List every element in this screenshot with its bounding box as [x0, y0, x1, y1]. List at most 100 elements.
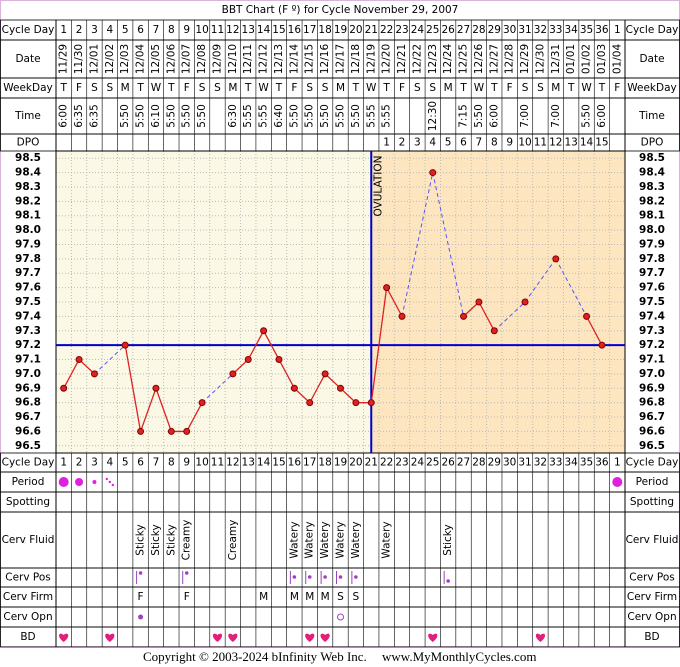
cervical-fluid: Creamy	[181, 520, 193, 561]
cervical-fluid: Watery	[350, 521, 362, 558]
row-label: Time	[14, 110, 41, 122]
cycle-day: 21	[365, 24, 378, 36]
time: 6:00	[488, 104, 500, 128]
copyright: Copyright © 2003-2024 bInfinity Web Inc.	[143, 649, 367, 664]
weekday: S	[106, 82, 113, 94]
cerv-pos-icon	[354, 575, 358, 579]
date: 12/19	[365, 44, 377, 74]
temperature-point	[244, 356, 252, 364]
y-tick-label: 97.6	[639, 282, 665, 294]
row-label: Time	[638, 110, 665, 122]
weekday: S	[414, 82, 421, 94]
y-tick-label: 97.2	[639, 339, 665, 351]
weekday: S	[322, 82, 329, 94]
dpo: 8	[491, 137, 498, 149]
cycle-day: 2	[76, 24, 83, 36]
row-label: Cerv Fluid	[626, 534, 679, 546]
cervical-fluid: Sticky	[135, 524, 147, 555]
cycle-day: 13	[242, 457, 255, 469]
time: 5:50	[473, 104, 485, 128]
cycle-day: 17	[303, 24, 316, 36]
date: 12/24	[442, 44, 454, 75]
cycle-day: 21	[365, 457, 378, 469]
temperature-point	[167, 427, 175, 435]
cervical-firmness: M	[290, 591, 299, 603]
date: 12/16	[319, 44, 331, 75]
cycle-day: 36	[595, 457, 609, 469]
cycle-day: 26	[441, 457, 455, 469]
y-tick-label: 98.0	[639, 224, 665, 236]
dpo: 1	[383, 137, 390, 149]
temperature-point	[383, 284, 391, 292]
date: 11/30	[73, 44, 85, 74]
temperature-point	[121, 341, 129, 349]
weekday: F	[184, 82, 190, 94]
cervical-firmness: M	[321, 591, 330, 603]
cycle-day: 27	[457, 457, 470, 469]
row-label: Cerv Firm	[3, 591, 53, 603]
weekday: W	[151, 82, 162, 94]
y-tick-label: 97.5	[639, 296, 665, 308]
temperature-point	[275, 356, 283, 364]
period-icon	[75, 478, 84, 486]
time: 7:15	[458, 104, 470, 128]
cycle-day: 16	[288, 24, 302, 36]
y-tick-label: 96.7	[639, 411, 665, 423]
cycle-day: 20	[349, 24, 362, 36]
dpo: 12	[549, 137, 562, 149]
cycle-day: 31	[518, 24, 531, 36]
row-label: Date	[15, 53, 40, 65]
pre-ovulation-bg	[56, 151, 372, 453]
y-tick-label: 97.5	[15, 296, 41, 308]
temperature-point	[137, 427, 145, 435]
time: 6:00	[596, 104, 608, 128]
period-icon	[105, 477, 109, 481]
cycle-day: 1	[60, 457, 67, 469]
cycle-day: 9	[183, 457, 190, 469]
temperature-point	[429, 169, 437, 177]
time: 6:10	[150, 104, 162, 128]
cervical-firmness: M	[305, 591, 314, 603]
cycle-day: 28	[472, 24, 485, 36]
cycle-day: 24	[411, 24, 425, 36]
cervical-firmness: M	[259, 591, 268, 603]
y-tick-label: 98.1	[639, 210, 665, 222]
cervical-fluid: Sticky	[442, 524, 454, 555]
cerv-pos-icon	[307, 575, 312, 579]
row-label: DPO	[641, 137, 664, 149]
weekday: S	[522, 82, 529, 94]
cycle-day: 1	[60, 24, 67, 36]
time: 5:50	[335, 104, 347, 128]
site: www.MyMonthlyCycles.com	[382, 649, 536, 664]
y-tick-label: 96.9	[15, 382, 41, 394]
cycle-day: 11	[211, 24, 224, 36]
cycle-day: 33	[549, 457, 562, 469]
cycle-day: 5	[122, 457, 129, 469]
weekday: T	[136, 82, 144, 94]
time: 6:30	[227, 104, 239, 128]
bd-heart	[305, 633, 315, 642]
row-label: Cycle Day	[2, 24, 55, 36]
date: 12/23	[427, 44, 439, 74]
weekday: M	[551, 82, 560, 94]
date: 12/01	[88, 44, 100, 74]
cycle-day: 26	[441, 24, 455, 36]
weekday: T	[567, 82, 575, 94]
weekday: T	[598, 82, 606, 94]
period-icon	[111, 483, 115, 487]
y-tick-label: 98.5	[15, 152, 41, 164]
y-tick-label: 98.3	[639, 181, 665, 193]
time: 5:55	[365, 104, 377, 128]
bd-heart	[59, 633, 69, 642]
weekday: T	[167, 82, 175, 94]
cycle-day: 30	[503, 457, 516, 469]
cervical-fluid: Creamy	[227, 520, 239, 561]
period-icon	[612, 477, 623, 487]
cycle-day: 10	[195, 24, 208, 36]
cerv-opn-icon	[138, 614, 144, 620]
date: 12/04	[135, 44, 147, 75]
y-tick-label: 98.2	[15, 195, 41, 207]
temperature-point	[60, 384, 68, 392]
y-tick-label: 97.1	[15, 354, 41, 366]
